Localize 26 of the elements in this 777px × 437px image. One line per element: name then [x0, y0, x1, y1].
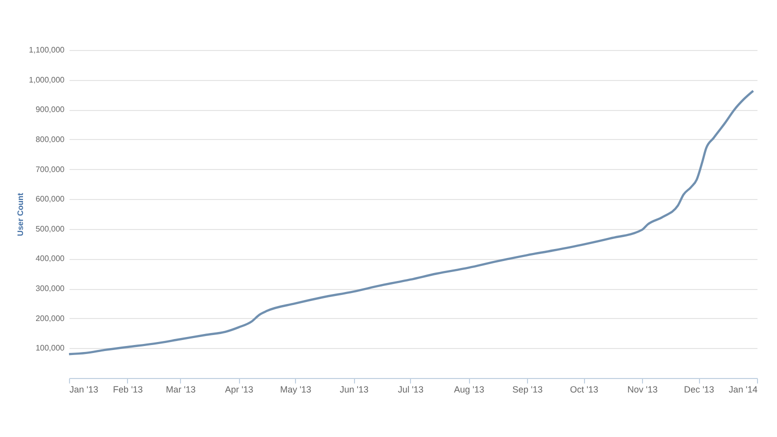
x-tick-label: Jul '13 — [398, 384, 424, 394]
x-tick-label: Sep '13 — [512, 384, 543, 394]
x-tick-label: Feb '13 — [113, 384, 143, 394]
x-tick-label: Jan '13 — [70, 384, 98, 394]
x-tick-label: May '13 — [280, 384, 312, 394]
y-tick-label: 500,000 — [36, 224, 66, 234]
y-tick-label: 700,000 — [36, 164, 66, 174]
y-tick-label: 800,000 — [36, 134, 66, 144]
y-tick-label: 1,000,000 — [28, 75, 66, 84]
x-tick-label: Aug '13 — [454, 384, 484, 394]
x-tick-label: Nov '13 — [627, 384, 658, 394]
x-tick-label: Apr '13 — [225, 384, 254, 394]
x-tick-label: Oct '13 — [570, 384, 598, 394]
x-tick-label: Jan '14 — [728, 384, 758, 394]
y-tick-label: 600,000 — [36, 194, 66, 204]
y-tick-label: 200,000 — [36, 314, 66, 323]
y-tick-label: 100,000 — [36, 344, 66, 353]
y-tick-label: 300,000 — [36, 284, 66, 294]
y-axis-title: User Count — [16, 192, 25, 236]
y-tick-label: 1,100,000 — [28, 46, 66, 54]
y-tick-label: 900,000 — [36, 105, 66, 114]
x-tick-label: Mar '13 — [166, 384, 196, 394]
x-tick-label: Jun '13 — [340, 384, 368, 394]
x-tick-label: Dec '13 — [684, 384, 714, 394]
line-series — [68, 90, 754, 356]
y-tick-label: 400,000 — [36, 254, 66, 264]
